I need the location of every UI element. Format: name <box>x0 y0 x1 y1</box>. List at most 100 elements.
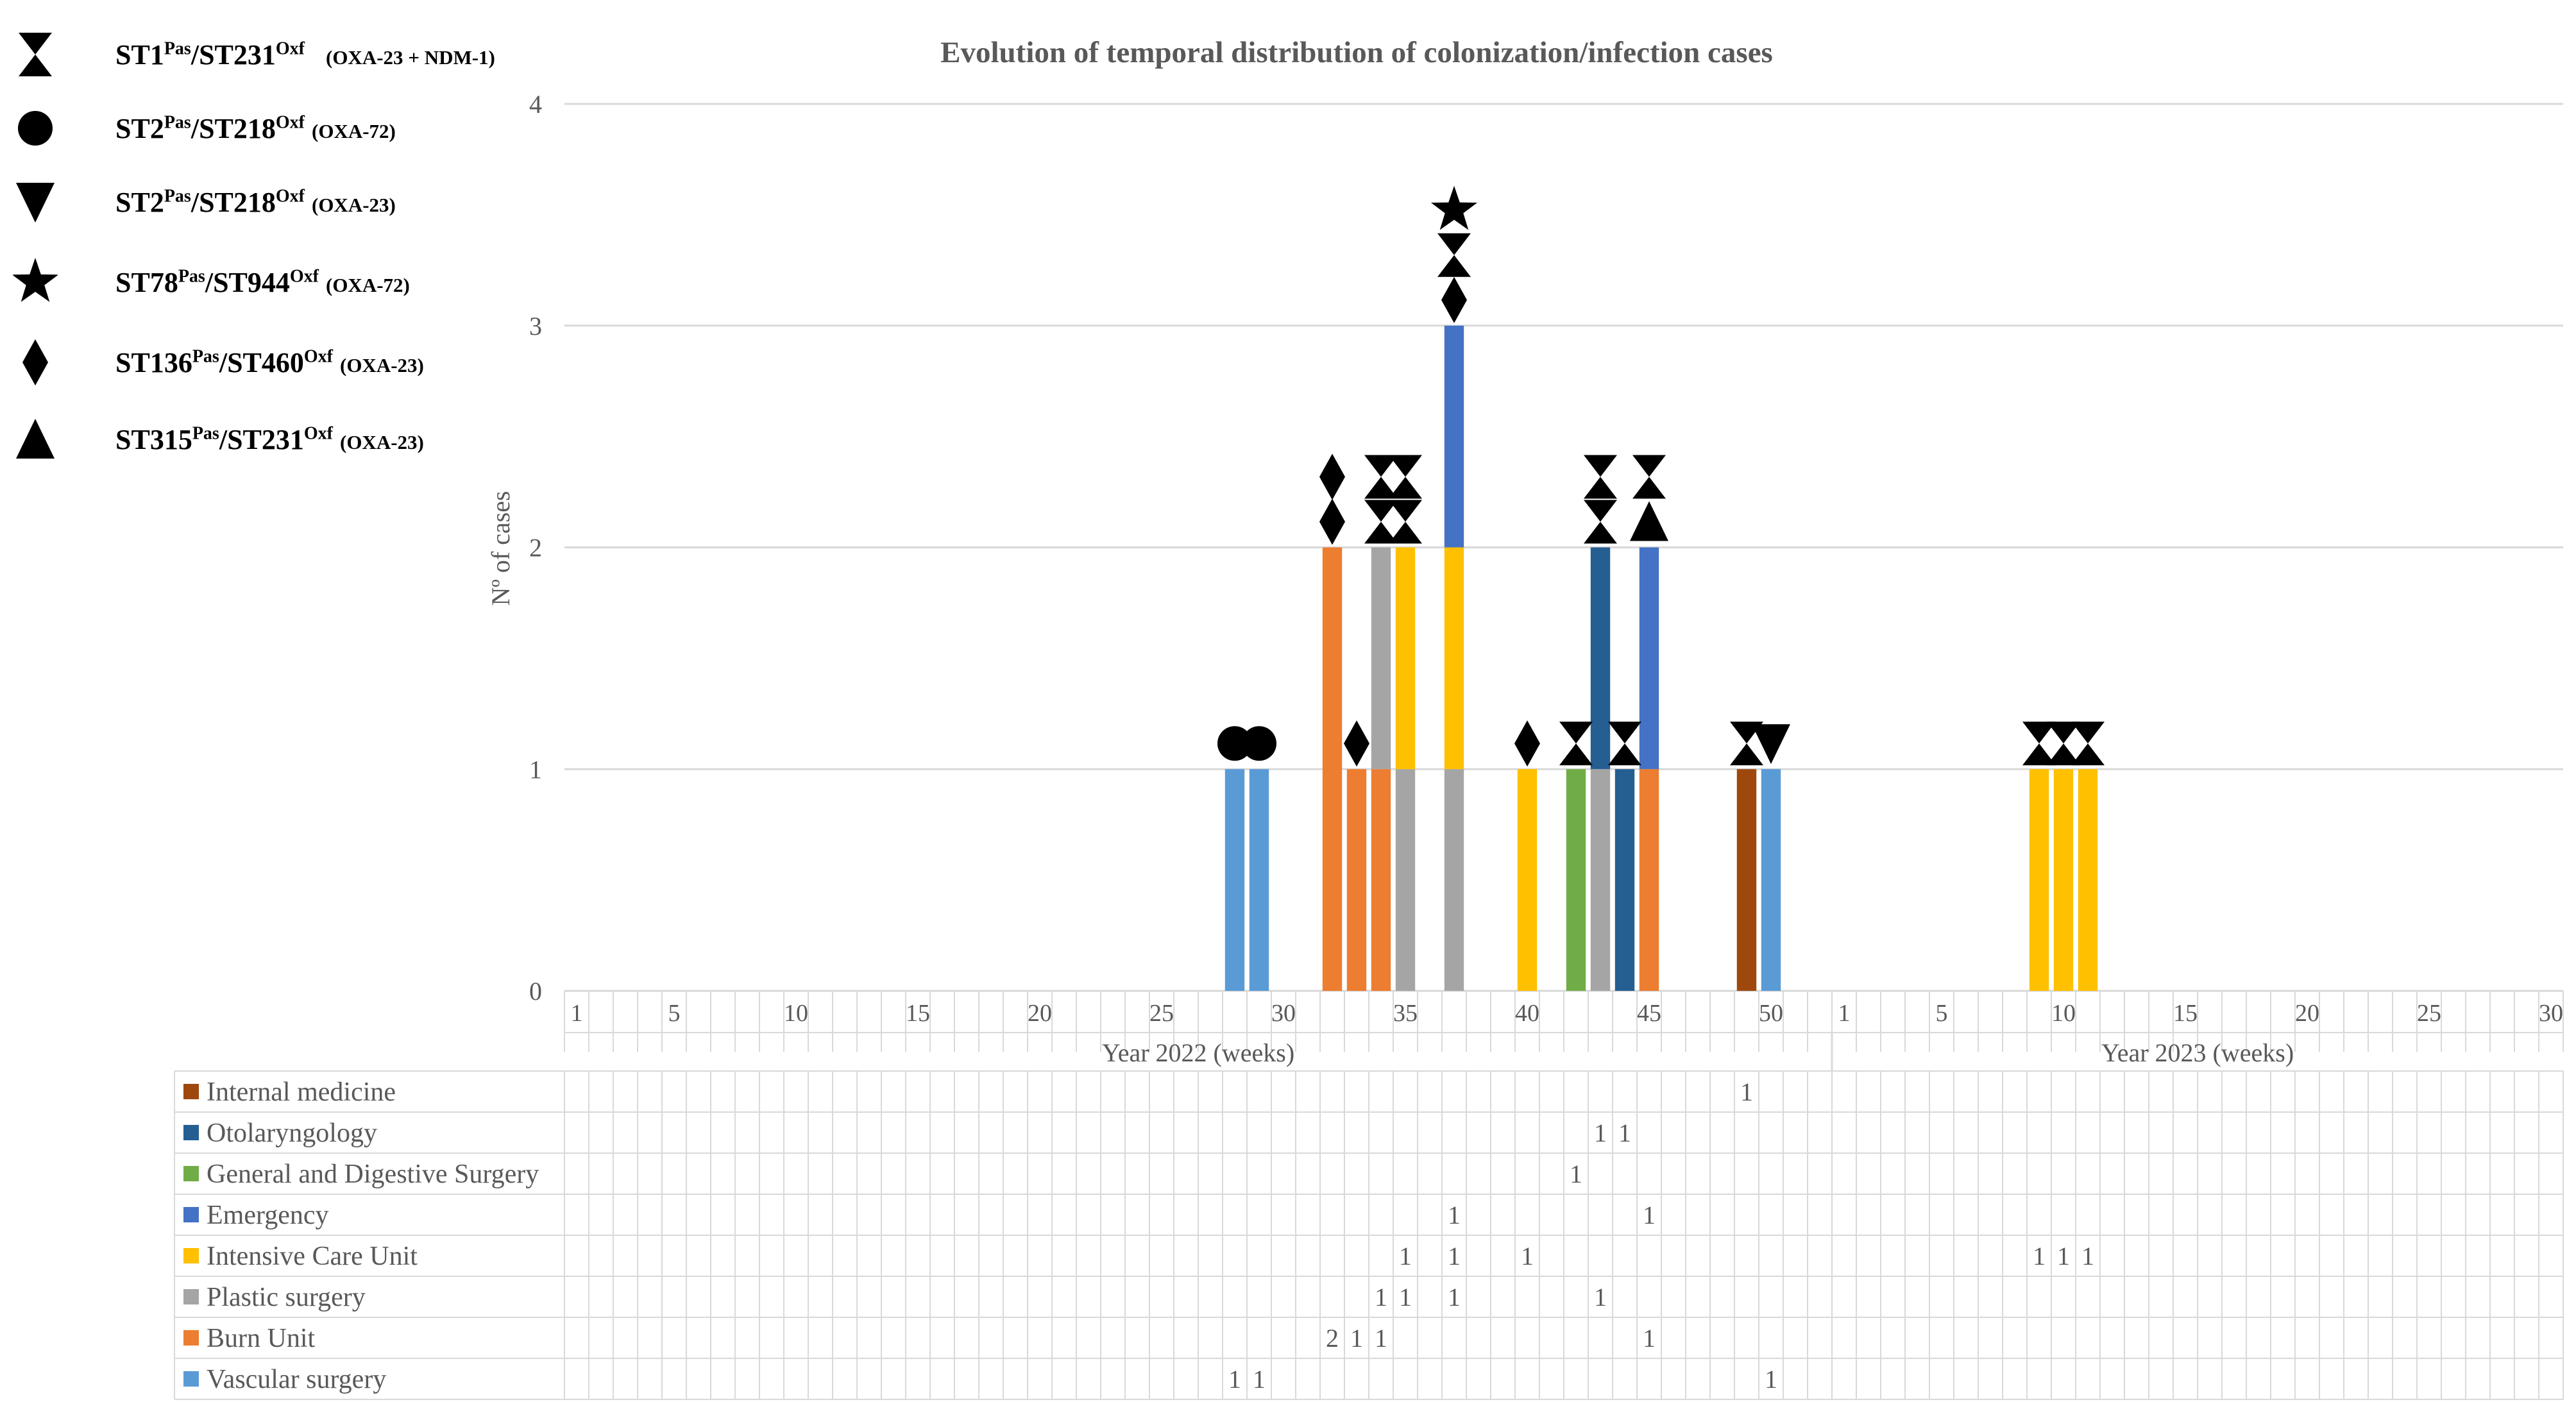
hourglass-marker <box>1632 455 1666 499</box>
legend-note: (OXA-72) <box>312 119 396 142</box>
legend-pas: ST315 <box>115 423 192 455</box>
bar-segment <box>1761 769 1781 991</box>
x-tick-label: 5 <box>1936 1000 1948 1027</box>
table-row-label: Emergency <box>207 1201 328 1230</box>
hourglass-marker <box>1389 500 1422 544</box>
chart-title: Evolution of temporal distribution of co… <box>940 36 1773 69</box>
table-cell-value: 1 <box>1570 1160 1582 1188</box>
legend-note: (OXA-23) <box>340 430 424 453</box>
x-tick-label: 5 <box>668 1000 681 1027</box>
bar-segment <box>1639 769 1659 991</box>
x-tick-label: 35 <box>1393 1000 1418 1027</box>
x-tick-label: 40 <box>1515 1000 1539 1027</box>
table-row-label: Intensive Care Unit <box>207 1242 418 1271</box>
table-row-label: Plastic surgery <box>207 1283 366 1312</box>
strain-legend: ST1Pas/ST231Oxf (OXA-23 + NDM-1) ST2Pas/… <box>0 0 577 487</box>
bars <box>1224 325 2098 991</box>
hourglass-marker <box>1559 722 1593 766</box>
hourglass-marker <box>2047 722 2080 766</box>
table-cell-value: 1 <box>1350 1324 1363 1353</box>
diamond-marker <box>1441 276 1467 323</box>
bar-segment <box>1395 547 1416 770</box>
table-cell-value: 1 <box>1253 1365 1266 1394</box>
x-tick-label: 25 <box>2417 1000 2441 1027</box>
hourglass-marker <box>2071 722 2105 766</box>
triangle-up-icon <box>13 414 58 465</box>
triangle-down-glyph <box>16 183 55 223</box>
legend-pas: ST1 <box>115 38 164 71</box>
table-row-label: Otolaryngology <box>207 1118 377 1148</box>
bar-segment <box>1444 547 1464 770</box>
table-row-swatch <box>183 1207 199 1222</box>
y-tick-label: 0 <box>529 977 542 1006</box>
table-cell-value: 1 <box>1399 1242 1412 1270</box>
bar-segment <box>1346 769 1367 991</box>
x-group-label: Year 2023 (weeks) <box>2101 1038 2294 1067</box>
table-cell-value: 1 <box>2057 1242 2070 1270</box>
hourglass-marker <box>1584 500 1617 544</box>
x-group-label: Year 2022 (weeks) <box>1102 1038 1294 1067</box>
bar-segment <box>2029 769 2049 991</box>
legend-oxf: ST944 <box>213 266 290 298</box>
legend-item-st315-st231: ST315Pas/ST231Oxf (OXA-23) <box>13 404 424 475</box>
triangle-up-glyph <box>16 419 55 459</box>
x-tick-label: 50 <box>1759 1000 1783 1027</box>
table-cell-value: 1 <box>2081 1242 2094 1270</box>
circle-icon <box>13 103 58 154</box>
bar-segment <box>1517 769 1538 991</box>
bar-segment <box>1736 769 1757 991</box>
table-row-label: Vascular surgery <box>207 1365 386 1394</box>
diamond-marker <box>1344 720 1369 767</box>
table-cell-value: 1 <box>1643 1201 1656 1229</box>
bar-segment <box>1590 547 1611 770</box>
legend-item-st136-st460: ST136Pas/ST460Oxf (OXA-23) <box>13 327 424 398</box>
legend-pas: ST78 <box>115 266 178 298</box>
strain-markers <box>1217 185 2105 767</box>
table-cell-value: 1 <box>1521 1242 1534 1270</box>
table-cell-value: 1 <box>1740 1077 1753 1106</box>
x-tick-label: 20 <box>2295 1000 2319 1027</box>
diamond-glyph <box>22 339 48 385</box>
y-tick-label: 2 <box>529 534 542 562</box>
x-tick-label: 30 <box>1271 1000 1296 1027</box>
x-tick-label: 1 <box>1838 1000 1851 1027</box>
table-row-swatch <box>183 1289 199 1304</box>
table-cell-value: 1 <box>1594 1283 1607 1312</box>
bar-segment <box>1249 769 1269 991</box>
x-tick-label: 10 <box>2051 1000 2076 1027</box>
legend-pas: ST2 <box>115 112 164 144</box>
table-row-swatch <box>183 1125 199 1140</box>
legend-item-st2-st218-oxa72: ST2Pas/ST218Oxf (OXA-72) <box>13 93 396 164</box>
bar-segment <box>2053 769 2074 991</box>
x-tick-label: 45 <box>1637 1000 1661 1027</box>
hourglass-marker <box>1364 500 1398 544</box>
legend-note: (OXA-23 + NDM-1) <box>326 46 495 69</box>
x-tick-label: 25 <box>1149 1000 1174 1027</box>
hourglass-icon <box>13 29 58 80</box>
circle-marker <box>1217 726 1252 761</box>
gridlines: 0 1 2 3 4 <box>529 90 2563 1006</box>
circle-glyph <box>18 111 53 146</box>
hourglass-marker <box>1584 455 1617 499</box>
y-tick-label: 1 <box>529 755 542 784</box>
hourglass-marker <box>1389 455 1422 499</box>
legend-oxf: ST231 <box>199 38 276 71</box>
bar-segment <box>2078 769 2098 991</box>
legend-pas: ST136 <box>115 346 192 378</box>
legend-oxf: ST460 <box>227 346 304 378</box>
legend-pas: ST2 <box>115 186 164 218</box>
table-cell-value: 2 <box>1326 1324 1339 1353</box>
star-icon <box>13 257 58 308</box>
triangle-down-icon <box>13 176 58 228</box>
table-cell-value: 1 <box>1375 1324 1387 1353</box>
table-cell-value: 1 <box>1228 1365 1241 1394</box>
bar-segment <box>1639 547 1659 770</box>
legend-oxf: ST218 <box>199 112 276 144</box>
table-cell-value: 1 <box>2033 1242 2046 1270</box>
triangle-up-marker <box>1630 501 1668 541</box>
table-cell-value: 1 <box>1399 1283 1412 1312</box>
x-tick-label: 15 <box>2173 1000 2198 1027</box>
bar-segment <box>1371 547 1391 770</box>
table-cell-value: 1 <box>1448 1283 1461 1312</box>
